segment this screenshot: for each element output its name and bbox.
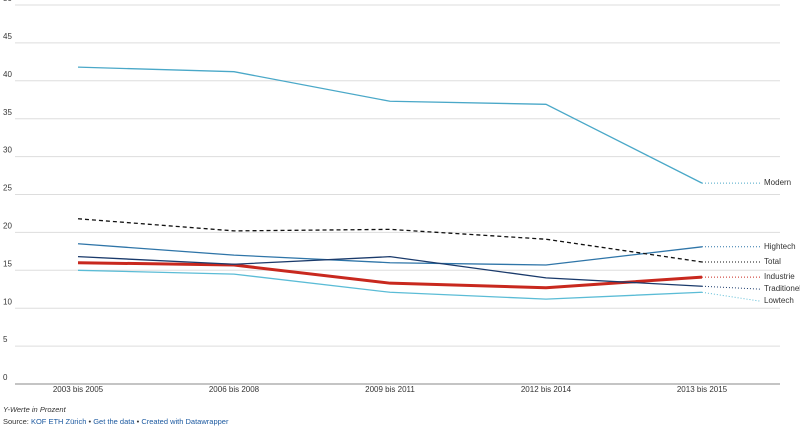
y-tick-label: 25 — [3, 184, 12, 193]
separator: • — [88, 417, 92, 426]
get-data-link[interactable]: Get the data — [93, 417, 135, 426]
series-line — [77, 261, 703, 290]
datawrapper-link[interactable]: Created with Datawrapper — [141, 417, 229, 426]
x-tick-label: 2009 bis 2011 — [365, 385, 415, 394]
y-tick-label: 45 — [3, 32, 12, 41]
series-line — [77, 218, 703, 263]
y-tick-label: 35 — [3, 108, 12, 117]
separator: • — [136, 417, 140, 426]
x-tick-label: 2012 bis 2014 — [521, 385, 572, 394]
series-label: Industrie — [764, 272, 795, 281]
source-line: Source: KOF ETH Zürich • Get the data • … — [3, 416, 228, 428]
label-leader — [701, 291, 761, 302]
chart: 0 5 10 15 20 25 30 35 40 45 50 2003 bis 2005 2006 bi… — [3, 0, 800, 394]
series-label: Traditionell — [764, 284, 800, 293]
y-tick-label: 10 — [3, 297, 12, 306]
series-line — [77, 256, 703, 287]
footer: Y-Werte in Prozent Source: KOF ETH Züric… — [3, 404, 228, 428]
series-line — [77, 66, 703, 184]
y-tick-label: 15 — [3, 259, 12, 268]
x-tick-label: 2006 bis 2008 — [209, 385, 260, 394]
y-tick-label: 0 — [3, 373, 8, 382]
series-line — [77, 269, 703, 300]
y-tick-label: 30 — [3, 146, 12, 155]
y-tick-label: 20 — [3, 222, 12, 231]
series-label: Lowtech — [764, 296, 794, 305]
series-label: Total — [764, 257, 781, 266]
y-tick-label: 5 — [3, 335, 8, 344]
x-tick-label: 2003 bis 2005 — [53, 385, 104, 394]
series-line — [77, 243, 703, 266]
label-leader — [701, 285, 761, 290]
source-label: Source: — [3, 417, 29, 426]
series-label: Modern — [764, 178, 791, 187]
series-label: Hightech — [764, 242, 796, 251]
x-tick-label: 2013 bis 2015 — [677, 385, 728, 394]
y-tick-label: 40 — [3, 70, 12, 79]
y-tick-label: 50 — [3, 0, 12, 3]
note: Y-Werte in Prozent — [3, 405, 66, 414]
source-link[interactable]: KOF ETH Zürich — [30, 417, 87, 426]
